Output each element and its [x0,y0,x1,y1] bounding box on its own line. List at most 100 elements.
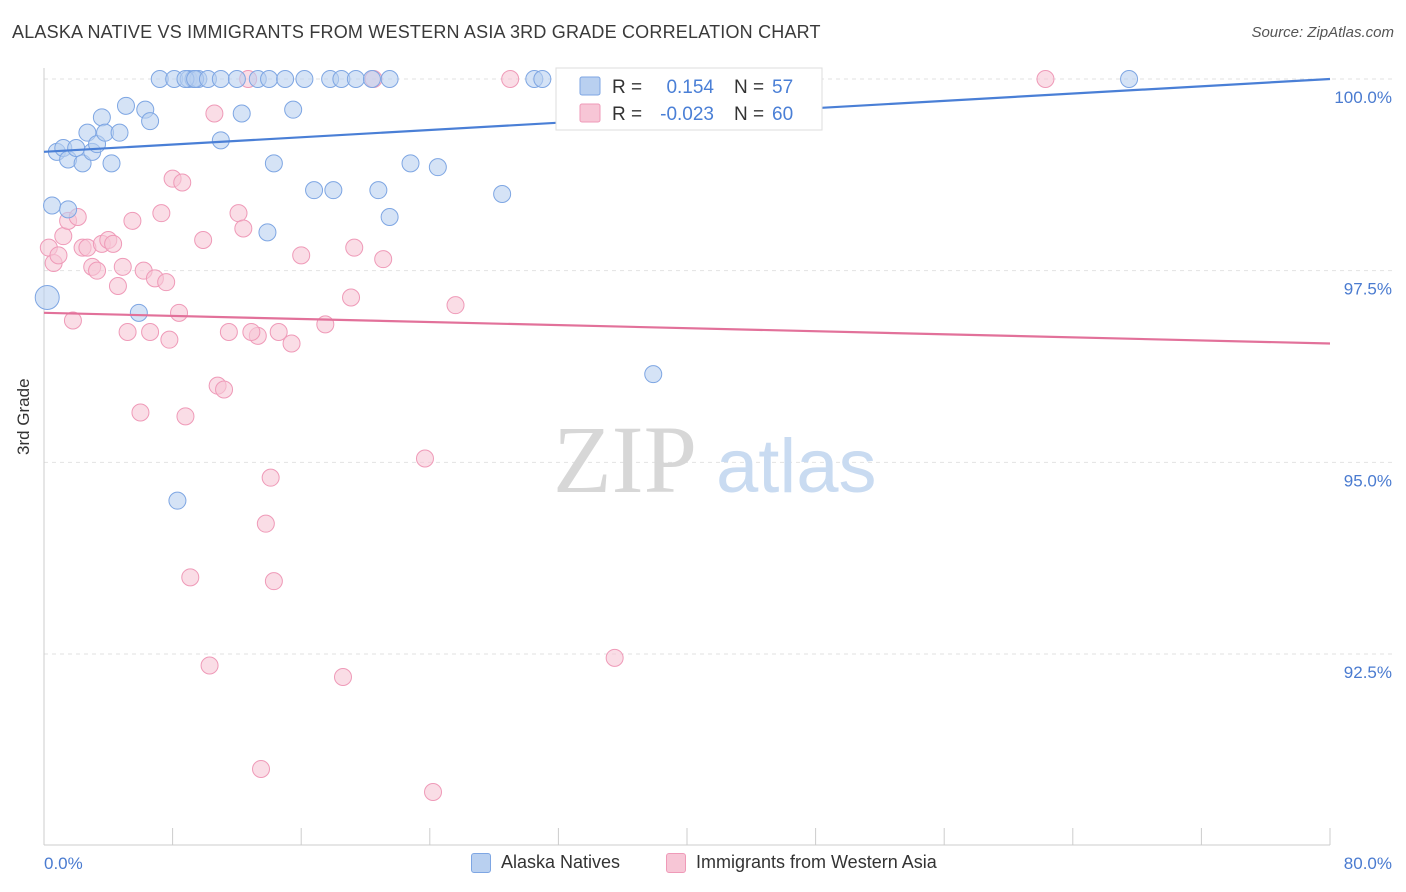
point-immigrants-western-asia [160,330,179,349]
stats-n-label-1: N = [734,77,764,98]
point-immigrants-western-asia [605,648,624,667]
point-immigrants-western-asia [152,204,171,223]
point-immigrants-western-asia [242,323,261,341]
point-immigrants-western-asia [104,234,123,253]
point-alaska-natives [260,70,279,88]
watermark: ZIP atlas [553,406,877,513]
point-alaska-natives [346,70,365,88]
point-immigrants-western-asia [108,277,127,295]
point-immigrants-western-asia [1036,70,1055,88]
stats-r-value-2: -0.023 [660,104,714,125]
point-immigrants-western-asia [141,323,160,341]
point-immigrants-western-asia [501,70,520,88]
point-immigrants-western-asia [123,211,142,230]
point-alaska-natives [264,154,283,173]
point-immigrants-western-asia [261,468,280,487]
point-alaska-natives [168,491,187,510]
point-alaska-natives [276,70,295,88]
point-immigrants-western-asia [215,380,234,399]
point-immigrants-western-asia [63,311,82,330]
point-immigrants-western-asia [200,656,219,675]
point-alaska-natives [401,154,420,173]
y-tick-label: 92.5% [1344,663,1392,682]
legend-item-alaska-natives[interactable]: Alaska Natives [471,852,620,873]
point-immigrants-western-asia [269,323,288,341]
point-alaska-natives [67,139,86,157]
trend-line-immigrants-western-asia [43,311,1331,345]
legend-swatch-pink [666,852,686,873]
chart-title: ALASKA NATIVE VS IMMIGRANTS FROM WESTERN… [12,22,821,42]
x-tick-max: 80.0% [1344,854,1392,873]
point-immigrants-western-asia [157,273,176,292]
point-immigrants-western-asia [424,783,443,801]
stats-swatch-pink [579,103,601,123]
point-immigrants-western-asia [131,403,150,422]
stats-swatch-blue [579,76,601,96]
point-immigrants-western-asia [252,760,271,778]
point-immigrants-western-asia [170,303,189,322]
y-tick-label: 95.0% [1344,471,1392,490]
point-immigrants-western-asia [219,323,238,341]
point-alaska-natives [362,70,381,88]
point-immigrants-western-asia [446,296,465,315]
point-alaska-natives [102,154,121,173]
point-immigrants-western-asia [118,323,137,341]
point-immigrants-western-asia [282,334,301,353]
point-immigrants-western-asia [264,572,283,591]
point-immigrants-western-asia [256,514,275,533]
x-tick-labels: 0.0% 80.0% [44,854,1392,873]
stats-r-value-1: 0.154 [666,77,714,98]
point-alaska-natives [644,365,663,384]
point-alaska-natives [211,70,230,88]
y-tick-labels: 100.0% 97.5% 95.0% 92.5% [1334,88,1392,682]
y-tick-label: 97.5% [1344,280,1392,299]
point-alaska-natives [324,181,343,200]
legend-swatch-blue [471,852,491,873]
point-alaska-natives [78,123,97,142]
point-alaska-natives [493,185,512,203]
point-immigrants-western-asia [374,250,393,269]
point-immigrants-western-asia [49,246,68,265]
stats-r-label-2: R = [612,104,642,125]
gridlines [44,78,1392,655]
point-alaska-natives [73,154,92,173]
point-immigrants-western-asia [342,288,361,307]
point-alaska-natives [380,208,399,226]
watermark-atlas: atlas [716,424,877,509]
point-alaska-natives [284,100,303,119]
point-alaska-natives [295,70,314,88]
point-immigrants-western-asia [229,204,248,223]
point-immigrants-western-asia [181,568,200,587]
point-immigrants-western-asia [88,261,107,280]
series-immigrants-western-asia [39,70,1055,801]
legend-item-immigrants-western-asia[interactable]: Immigrants from Western Asia [666,852,937,873]
point-alaska-natives [92,108,111,127]
x-tick-min: 0.0% [44,854,83,873]
point-immigrants-western-asia [173,173,192,192]
point-alaska-natives [533,70,552,88]
point-alaska-natives [232,104,251,123]
point-immigrants-western-asia [113,257,132,276]
point-alaska-natives [129,303,148,322]
point-alaska-natives [43,196,62,215]
point-immigrants-western-asia [292,246,311,265]
point-immigrants-western-asia [194,231,213,249]
axes [43,68,1331,846]
legend: Alaska Natives Immigrants from Western A… [0,852,1406,878]
point-immigrants-western-asia [234,219,253,238]
stats-n-value-1: 57 [772,77,793,98]
point-alaska-natives [141,112,160,131]
point-alaska-natives [380,70,399,88]
point-alaska-natives [428,158,447,177]
stats-n-value-2: 60 [772,104,793,125]
legend-label-alaska-natives: Alaska Natives [501,852,621,872]
legend-label-immigrants-western-asia: Immigrants from Western Asia [696,852,937,872]
point-immigrants-western-asia [54,227,73,246]
point-alaska-natives [34,285,60,310]
watermark-zip: ZIP [553,406,697,513]
point-alaska-natives [211,131,230,150]
point-immigrants-western-asia [345,238,364,257]
stats-n-label-2: N = [734,104,764,125]
point-alaska-natives [305,181,324,200]
